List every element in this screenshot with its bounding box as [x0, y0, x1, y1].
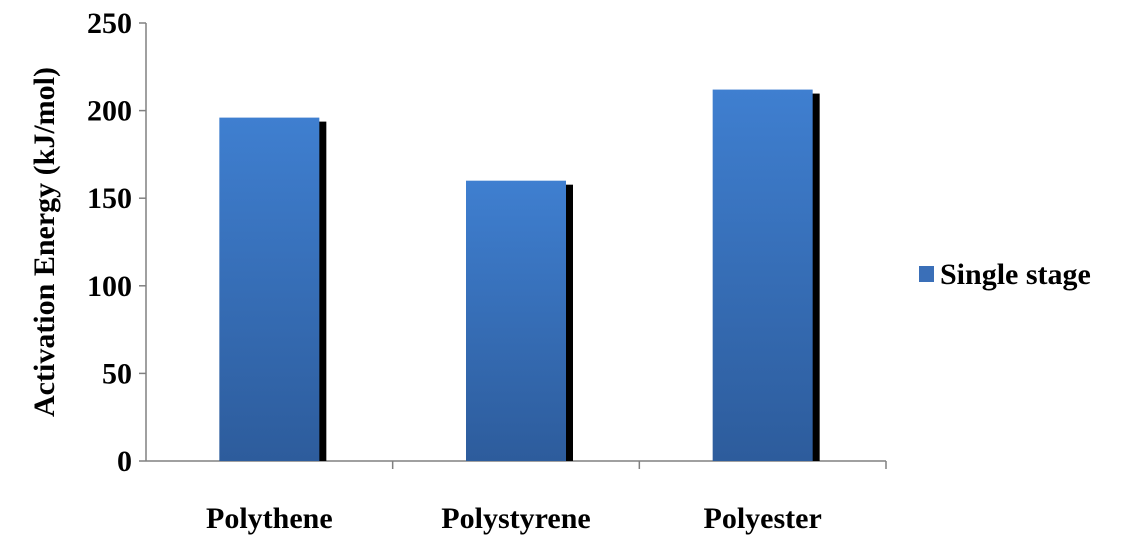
y-axis-title: Activation Energy (kJ/mol) [28, 67, 61, 417]
y-ticks: 0 50 100 150 200 250 [87, 7, 146, 478]
y-tick-label: 100 [87, 270, 132, 303]
category-labels: Polythene Polystyrene Polyester [206, 502, 822, 535]
bar-polythene [219, 117, 320, 461]
legend-swatch [919, 266, 934, 282]
y-tick-label: 0 [117, 445, 132, 478]
x-category-label: Polystyrene [441, 502, 590, 535]
legend: Single stage [919, 258, 1091, 291]
bar-polyester [712, 89, 813, 462]
legend-label-single-stage: Single stage [940, 258, 1091, 291]
y-tick-label: 200 [87, 95, 132, 128]
y-tick-label: 250 [87, 7, 132, 40]
x-ticks [391, 461, 887, 469]
x-category-label: Polythene [206, 502, 333, 535]
x-category-label: Polyester [704, 502, 822, 535]
y-tick-label: 50 [102, 357, 132, 390]
bars [219, 89, 820, 462]
y-tick-label: 150 [87, 182, 132, 215]
bar-polystyrene [466, 180, 566, 461]
